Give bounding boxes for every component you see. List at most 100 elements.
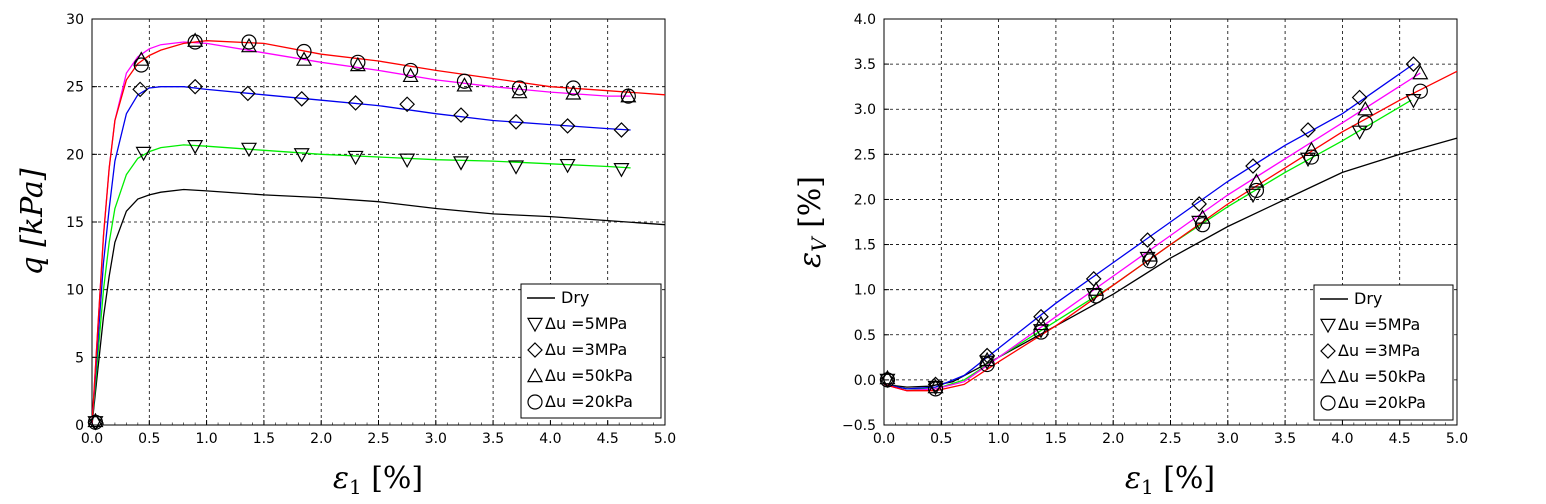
x-tick-label: 1.5 bbox=[253, 431, 275, 447]
data-marker bbox=[240, 37, 258, 53]
data-marker bbox=[399, 96, 415, 113]
data-marker bbox=[1412, 83, 1428, 99]
data-markers bbox=[87, 32, 637, 431]
data-marker bbox=[559, 118, 576, 134]
x-tick-label: 2.5 bbox=[367, 431, 389, 447]
x-tick-label: 2.5 bbox=[1159, 431, 1181, 447]
y-axis-label: q [kPa] bbox=[15, 168, 50, 275]
x-tick-label: 4.5 bbox=[597, 431, 619, 447]
data-marker bbox=[511, 83, 528, 99]
data-marker bbox=[1194, 217, 1211, 233]
data-marker bbox=[456, 73, 473, 89]
y-tick-label: 3.5 bbox=[854, 57, 876, 73]
data-marker bbox=[133, 57, 149, 73]
y-axis-label: εV [%] bbox=[793, 176, 831, 268]
grid bbox=[884, 19, 1457, 425]
x-axis-label: ε1 [%] bbox=[333, 461, 423, 499]
data-marker bbox=[613, 122, 630, 138]
x-tick-label: 4.0 bbox=[539, 431, 561, 447]
legend-box bbox=[520, 283, 662, 419]
data-marker bbox=[187, 32, 204, 47]
data-marker bbox=[1244, 188, 1262, 204]
legend-box bbox=[1313, 284, 1454, 421]
legend-label: Δu =3MPa bbox=[1338, 341, 1420, 360]
y-tick-label: 0.5 bbox=[854, 328, 876, 344]
legend-label: Dry bbox=[561, 288, 589, 307]
data-marker bbox=[1357, 115, 1373, 131]
data-marker bbox=[1405, 56, 1422, 72]
y-tick-label: 2.5 bbox=[854, 147, 876, 163]
y-tick-label: −0.5 bbox=[842, 418, 876, 434]
data-marker bbox=[1357, 100, 1374, 116]
data-marker bbox=[402, 67, 419, 83]
data-marker bbox=[565, 80, 581, 96]
data-marker bbox=[347, 95, 364, 111]
y-tick-label: 5 bbox=[75, 350, 84, 366]
data-marker bbox=[979, 356, 995, 373]
x-tick-label: 1.5 bbox=[1045, 431, 1067, 447]
data-marker bbox=[927, 378, 944, 394]
data-marker bbox=[453, 107, 469, 123]
data-marker bbox=[1300, 122, 1316, 138]
data-marker bbox=[620, 88, 636, 104]
legend-marker-swatch bbox=[1319, 318, 1337, 334]
x-tick-label: 4.5 bbox=[1389, 431, 1411, 447]
y-tick-label: 15 bbox=[66, 215, 84, 231]
data-marker bbox=[979, 355, 996, 371]
x-tick-label: 5.0 bbox=[1446, 431, 1468, 447]
data-marker bbox=[187, 34, 203, 50]
data-marker bbox=[187, 140, 204, 155]
y-tick-label: 3.0 bbox=[854, 102, 876, 118]
legend: Dry Δu =5MPa Δu =3MPa Δu =50kPa Δu =20kPa bbox=[1313, 284, 1454, 421]
x-tick-label: 3.0 bbox=[425, 431, 447, 447]
data-marker bbox=[1088, 288, 1104, 304]
axis-ticks: 0.0 0.5 1.0 1.5 2.0 2.5 3.0 3.5 4.0 4.5 5.0 0 5 10 15 2… bbox=[66, 12, 676, 447]
data-marker bbox=[1139, 232, 1156, 248]
y-tick-label: 2.0 bbox=[854, 192, 876, 208]
data-marker bbox=[620, 87, 637, 103]
data-marker bbox=[295, 51, 313, 66]
data-marker bbox=[402, 62, 419, 79]
series-line bbox=[91, 188, 666, 426]
data-marker bbox=[296, 43, 312, 60]
data-marker bbox=[1303, 149, 1320, 165]
data-marker bbox=[927, 376, 944, 393]
data-markers bbox=[879, 56, 1429, 397]
x-tick-label: 2.0 bbox=[310, 431, 332, 447]
x-tick-label: 3.5 bbox=[1274, 431, 1296, 447]
data-marker bbox=[927, 381, 944, 397]
x-tick-label: 2.0 bbox=[1102, 431, 1124, 447]
y-tick-label: 1.0 bbox=[854, 283, 876, 299]
data-marker bbox=[508, 114, 524, 130]
data-marker bbox=[399, 153, 416, 168]
data-marker bbox=[613, 163, 630, 178]
x-tick-label: 0.5 bbox=[138, 431, 160, 447]
data-marker bbox=[456, 77, 473, 92]
data-marker bbox=[1191, 196, 1207, 212]
data-marker bbox=[347, 150, 364, 166]
y-tick-label: 30 bbox=[66, 12, 84, 28]
data-marker bbox=[187, 78, 203, 95]
data-marker bbox=[240, 142, 258, 158]
data-marker bbox=[1032, 315, 1050, 331]
data-marker bbox=[1248, 173, 1265, 188]
legend-marker-swatch bbox=[526, 367, 544, 383]
x-tick-label: 3.0 bbox=[1217, 431, 1239, 447]
data-marker bbox=[293, 90, 310, 107]
data-marker bbox=[1248, 182, 1265, 199]
series-line bbox=[91, 86, 631, 426]
data-marker bbox=[1245, 158, 1261, 174]
legend-label: Δu =50kPa bbox=[1338, 367, 1426, 386]
y-tick-label: 1.5 bbox=[854, 238, 876, 254]
data-marker bbox=[132, 81, 148, 98]
data-marker bbox=[1087, 281, 1105, 296]
data-marker bbox=[349, 56, 366, 72]
data-marker bbox=[241, 34, 257, 50]
data-marker bbox=[511, 80, 528, 96]
legend-label: Δu =5MPa bbox=[1338, 315, 1420, 334]
legend-marker-swatch bbox=[1319, 368, 1337, 384]
data-marker bbox=[293, 148, 310, 163]
x-tick-label: 4.0 bbox=[1331, 431, 1353, 447]
x-tick-label: 0.0 bbox=[81, 431, 103, 447]
